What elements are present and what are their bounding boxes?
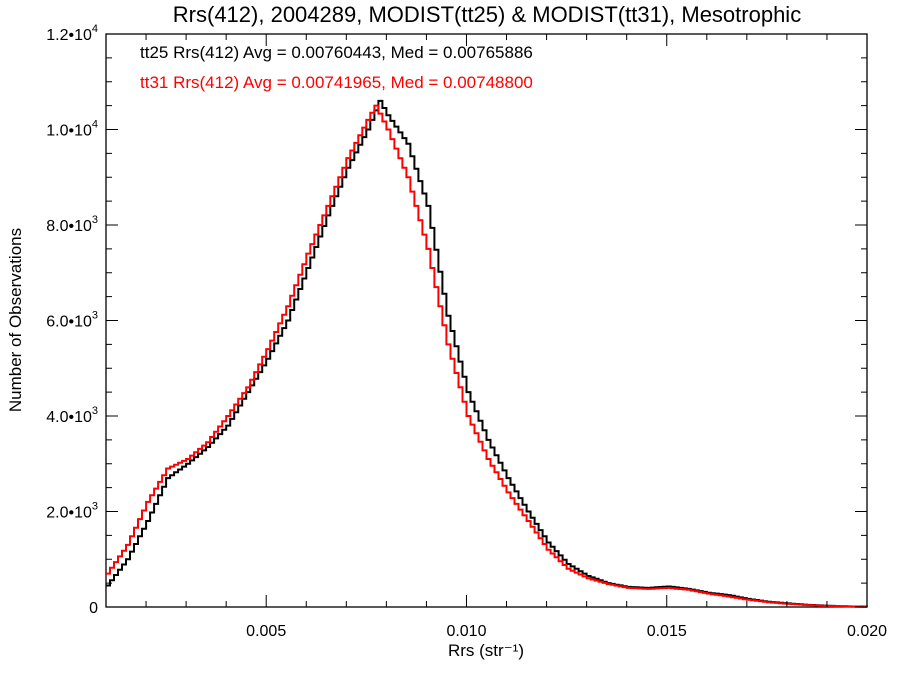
x-tick-label: 0.020 bbox=[847, 623, 887, 640]
legend-annotations: tt25 Rrs(412) Avg = 0.00760443, Med = 0.… bbox=[140, 43, 533, 92]
legend-entry-1: tt25 Rrs(412) Avg = 0.00760443, Med = 0.… bbox=[140, 43, 533, 62]
y-tick-label: 6.0•103 bbox=[46, 310, 98, 331]
chart-title: Rrs(412), 2004289, MODIST(tt25) & MODIST… bbox=[173, 2, 801, 27]
x-axis-label: Rrs (str⁻¹) bbox=[448, 641, 524, 660]
series-line-1 bbox=[106, 99, 867, 608]
y-tick-label: 2.0•103 bbox=[46, 501, 98, 522]
y-axis-ticks: 0 2.0•103 4.0•103 6.0•103 8.0•103 1.0•104 1.2•… bbox=[46, 23, 867, 617]
series-line-2 bbox=[106, 104, 868, 608]
plot-frame bbox=[105, 33, 868, 608]
y-tick-label: 4.0•103 bbox=[46, 405, 98, 426]
y-tick-label: 1.2•104 bbox=[46, 23, 98, 44]
x-axis-ticks: 0.005 0.010 0.015 0.020 bbox=[105, 34, 887, 640]
series-layer bbox=[106, 99, 868, 608]
y-tick-label: 8.0•103 bbox=[46, 214, 98, 235]
x-tick-label: 0.015 bbox=[647, 623, 687, 640]
legend-entry-2: tt31 Rrs(412) Avg = 0.00741965, Med = 0.… bbox=[140, 73, 533, 92]
y-axis-label: Number of Observations bbox=[6, 228, 25, 412]
y-tick-label: 0 bbox=[89, 600, 98, 617]
x-tick-label: 0.010 bbox=[446, 623, 486, 640]
x-tick-label: 0.005 bbox=[246, 623, 286, 640]
y-tick-label: 1.0•104 bbox=[46, 119, 98, 140]
